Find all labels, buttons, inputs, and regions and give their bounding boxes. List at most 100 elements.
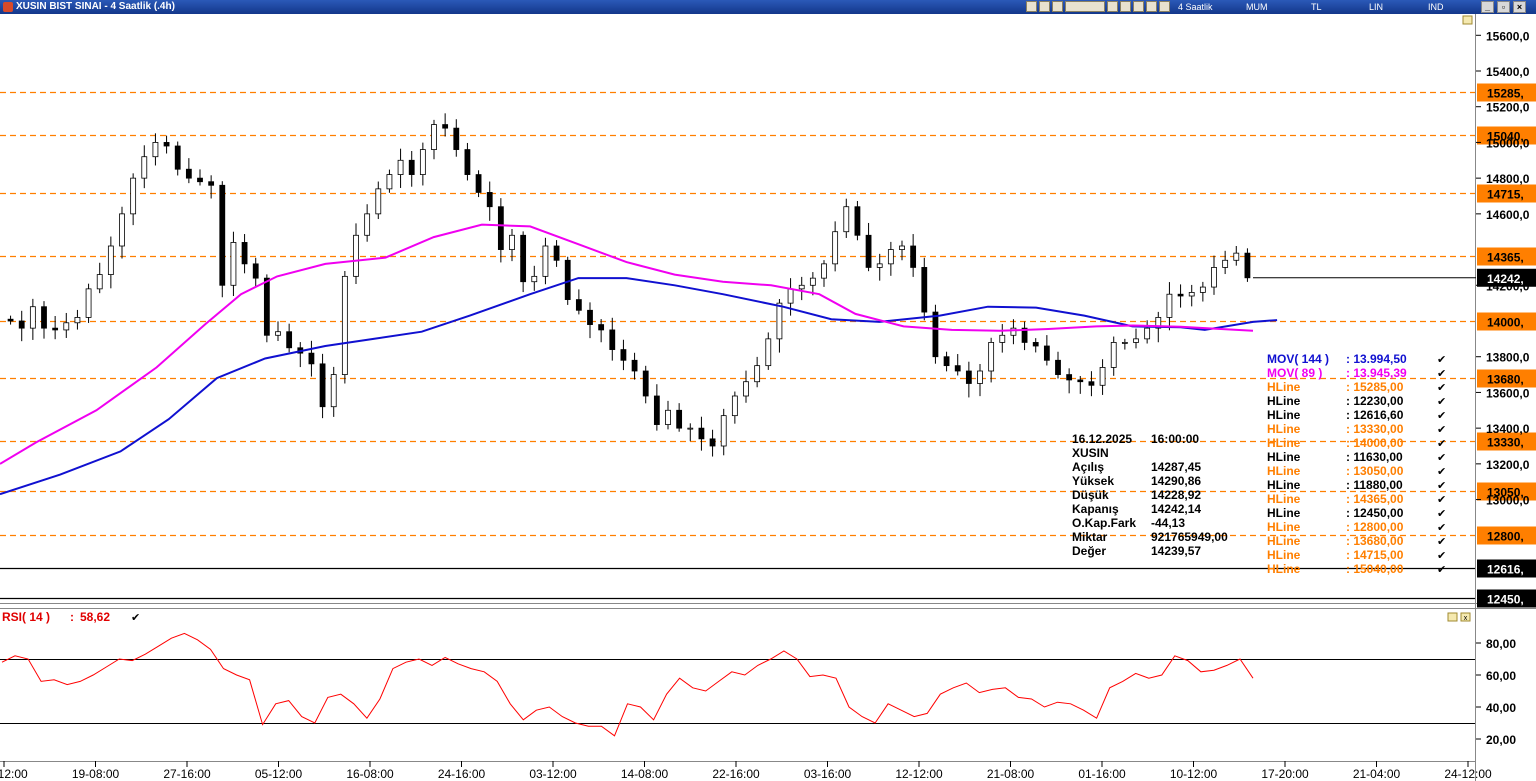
candle — [119, 213, 125, 247]
rsi-tick-label: 20,00 — [1486, 733, 1516, 747]
legend-value: : 12450,00 — [1346, 506, 1404, 520]
candle — [620, 349, 627, 361]
legend-check-icon[interactable]: ✔ — [1437, 522, 1446, 534]
indicator-legend: MOV( 144 ): 13.994,50 ✔ MOV( 89 ): 13.945,… — [1267, 352, 1446, 576]
info-low-label: Düşük — [1072, 488, 1109, 502]
indicator-label[interactable]: IND — [1428, 2, 1444, 12]
legend-check-icon[interactable]: ✔ — [1437, 550, 1446, 562]
time-tick-label: 22-16:00 — [712, 767, 760, 781]
candle — [798, 284, 805, 290]
time-tick-label: 05-12:00 — [255, 767, 303, 781]
legend-check-icon[interactable]: ✔ — [1437, 438, 1446, 450]
legend-check-icon[interactable]: ✔ — [1437, 480, 1446, 492]
candle — [765, 338, 772, 367]
rsi-line — [1, 632, 1254, 737]
legend-value: : 15040,00 — [1346, 562, 1404, 576]
currency-label[interactable]: TL — [1311, 2, 1322, 12]
legend-check-icon[interactable]: ✔ — [1437, 396, 1446, 408]
maximize-button[interactable]: ▫ — [1497, 1, 1510, 13]
legend-name: HLine — [1267, 408, 1301, 422]
check-icon[interactable]: ✔ — [131, 612, 140, 624]
legend-check-icon[interactable]: ✔ — [1437, 564, 1446, 576]
minimize-button[interactable]: _ — [1481, 1, 1494, 13]
candle — [319, 363, 326, 408]
info-symbol: XUSIN — [1072, 446, 1109, 460]
info-value-value: 14239,57 — [1151, 544, 1201, 558]
tool-icon[interactable] — [1159, 1, 1170, 12]
period-label[interactable]: 4 Saatlik — [1178, 2, 1213, 12]
legend-check-icon[interactable]: ✔ — [1437, 536, 1446, 548]
legend-check-icon[interactable]: ✔ — [1437, 368, 1446, 380]
tool-icon[interactable] — [1120, 1, 1131, 12]
candle — [163, 142, 170, 147]
candle — [1121, 342, 1128, 344]
legend-check-icon[interactable]: ✔ — [1437, 466, 1446, 478]
info-volume-value: 921765949,00 — [1151, 530, 1228, 544]
chart-type-label[interactable]: MUM — [1246, 2, 1268, 12]
legend-value: : 12230,00 — [1346, 394, 1404, 408]
hline-label-bg — [1477, 312, 1536, 331]
candle — [330, 374, 337, 408]
legend-value: : 12616,60 — [1346, 408, 1404, 422]
legend-check-icon[interactable]: ✔ — [1437, 494, 1446, 506]
legend-value: : 13.994,50 — [1346, 352, 1407, 366]
candle — [1177, 293, 1184, 297]
candle — [1110, 342, 1117, 368]
candle — [731, 395, 738, 417]
info-open-label: Açılış — [1072, 460, 1104, 474]
last-price-label: 14242, — [1487, 272, 1524, 286]
candle — [41, 306, 47, 329]
info-close-label: Kapanış — [1072, 502, 1119, 516]
candle — [676, 409, 683, 429]
window-titlebar: XUSIN BIST SINAI - 4 Saatlik (.4h) 4 Saa… — [0, 0, 1536, 14]
scale-label[interactable]: LIN — [1369, 2, 1384, 12]
candle — [653, 395, 660, 425]
hline-label-bg — [1477, 526, 1536, 545]
legend-check-icon[interactable]: ✔ — [1437, 452, 1446, 464]
legend-check-icon[interactable]: ✔ — [1437, 424, 1446, 436]
hline-label-bg — [1477, 432, 1536, 451]
candle — [152, 142, 159, 158]
legend-name: HLine — [1267, 380, 1301, 394]
legend-check-icon[interactable]: ✔ — [1437, 354, 1446, 366]
info-date: 16.12.2025 — [1072, 432, 1132, 446]
tool-icon[interactable] — [1026, 1, 1037, 12]
time-tick-label: 24-12:00 — [1444, 767, 1492, 781]
last-price-box — [1477, 268, 1536, 287]
legend-name: HLine — [1267, 478, 1301, 492]
candle — [85, 288, 92, 318]
candle — [809, 277, 816, 286]
candle — [876, 263, 883, 268]
tool-icon[interactable] — [1146, 1, 1157, 12]
rsi-close-icon[interactable] — [1460, 612, 1471, 622]
time-tick-label: 10-12:00 — [1170, 767, 1218, 781]
candle — [665, 409, 671, 425]
rsi-tick-label: 60,00 — [1486, 669, 1516, 683]
candle — [509, 234, 515, 250]
legend-check-icon[interactable]: ✔ — [1437, 410, 1446, 422]
legend-name: HLine — [1267, 436, 1301, 450]
rsi-settings-icon[interactable] — [1447, 612, 1458, 622]
candle — [631, 359, 638, 372]
tool-icon[interactable] — [1039, 1, 1050, 12]
legend-check-icon[interactable]: ✔ — [1437, 382, 1446, 394]
tool-icon[interactable] — [1133, 1, 1144, 12]
tool-icon[interactable] — [1052, 1, 1063, 12]
legend-value: : 14715,00 — [1346, 548, 1404, 562]
close-button[interactable]: × — [1513, 1, 1526, 13]
svg-text::: : — [70, 610, 74, 624]
candle — [598, 324, 605, 331]
tool-dropdown[interactable] — [1065, 1, 1105, 12]
info-open-value: 14287,45 — [1151, 460, 1201, 474]
time-tick-label: 21-04:00 — [1353, 767, 1401, 781]
legend-value: : 13.945,39 — [1346, 366, 1407, 380]
hline-label-bg — [1477, 369, 1536, 388]
candle — [308, 352, 315, 365]
hline-label: 12800, — [1487, 530, 1524, 544]
tool-icon[interactable] — [1107, 1, 1118, 12]
legend-value: : 13680,00 — [1346, 534, 1404, 548]
legend-check-icon[interactable]: ✔ — [1437, 508, 1446, 520]
pane-settings-icon[interactable] — [1462, 15, 1473, 25]
candle — [197, 177, 203, 183]
price-tick-label: 13000,0 — [1486, 494, 1530, 508]
